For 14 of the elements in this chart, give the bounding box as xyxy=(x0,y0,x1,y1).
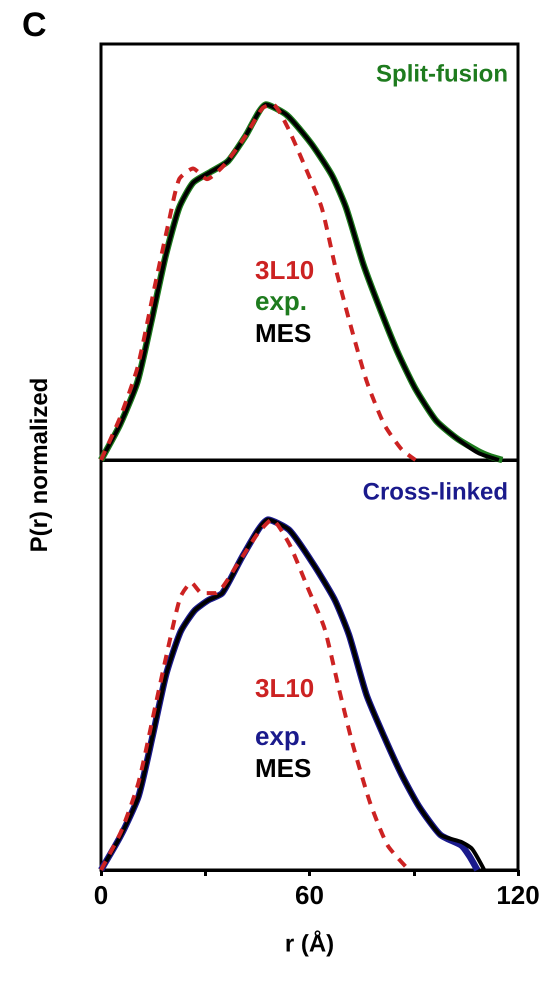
chart-title: Cross-linked xyxy=(362,478,508,506)
series-label: 3L10 xyxy=(255,673,314,703)
text: MES xyxy=(255,318,312,348)
text: C xyxy=(22,6,47,44)
series-label: 3L10 xyxy=(255,255,314,285)
y-axis-title: P(r) normalized xyxy=(26,378,54,552)
x-tick-label: 60 xyxy=(295,880,324,910)
text: exp. xyxy=(254,286,308,316)
text: MES xyxy=(255,753,312,783)
chart-title: Split-fusion xyxy=(376,60,508,88)
x-axis-title: r (Å) xyxy=(284,930,334,958)
x-tick-label: 0 xyxy=(94,880,108,910)
text: exp. xyxy=(254,721,308,751)
x-tick-label: 120 xyxy=(496,880,539,910)
